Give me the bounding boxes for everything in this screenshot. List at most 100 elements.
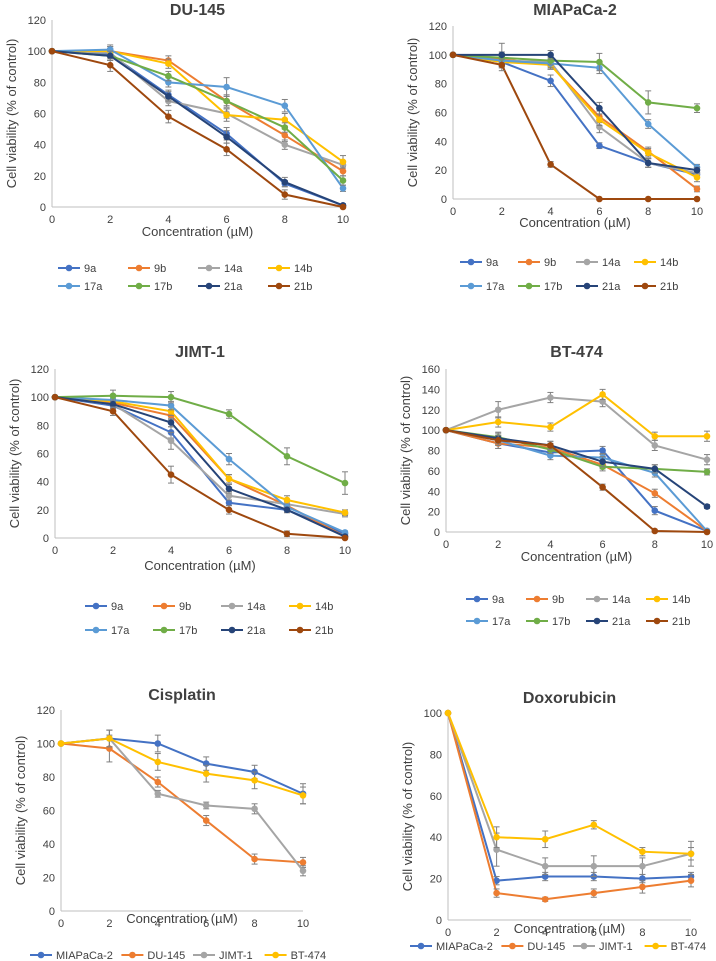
data-point	[449, 51, 457, 59]
data-point	[281, 141, 289, 148]
data-point	[251, 805, 258, 813]
y-tick-label: 20	[435, 165, 447, 177]
x-axis-label: Concentration (µM)	[126, 911, 238, 926]
data-point	[202, 802, 210, 809]
y-tick-label: 100	[424, 708, 442, 720]
x-axis-label: Concentration (µM)	[514, 921, 626, 936]
data-point	[703, 468, 711, 476]
legend-marker	[160, 602, 168, 610]
legend-item-14b: 14b	[646, 594, 690, 606]
legend-label: 21b	[315, 625, 333, 637]
series-9a	[449, 51, 701, 178]
legend: MIAPaCa-2 DU-145 JIMT-1 BT-474	[410, 941, 706, 953]
data-point	[165, 72, 172, 80]
series-9b	[449, 51, 701, 193]
legend-item-DU-145: DU-145	[501, 941, 565, 953]
data-point	[281, 124, 289, 131]
data-point	[494, 406, 502, 414]
data-point	[225, 492, 233, 500]
legend-label: 17b	[544, 281, 562, 293]
legend-marker	[467, 258, 475, 266]
data-point	[498, 51, 506, 59]
data-point	[225, 455, 233, 463]
legend-label: BT-474	[671, 941, 706, 953]
y-tick-label: 80	[43, 772, 55, 784]
legend-label: MIAPaCa-2	[436, 941, 493, 953]
legend-label: JIMT-1	[599, 941, 633, 953]
data-point	[167, 471, 175, 478]
data-point	[693, 174, 701, 181]
legend-label: 21b	[672, 616, 690, 628]
legend-item-17b: 17b	[526, 616, 570, 628]
data-point	[202, 817, 210, 824]
data-point	[299, 867, 307, 875]
x-tick-label: 6	[591, 927, 597, 939]
y-tick-label: 80	[34, 77, 46, 89]
legend-label: 17b	[179, 625, 197, 637]
data-point	[493, 833, 500, 841]
legend-marker	[509, 942, 516, 950]
legend-label: 14b	[294, 263, 312, 275]
legend-item-BT-474: BT-474	[264, 950, 326, 961]
chart-title: MIAPaCa-2	[533, 2, 617, 19]
x-tick-label: 8	[645, 206, 651, 218]
data-point	[57, 740, 65, 747]
data-point	[498, 61, 506, 69]
x-tick-label: 10	[337, 214, 349, 226]
series-DU-145	[57, 734, 307, 868]
series-21b	[48, 47, 347, 211]
data-point	[341, 509, 349, 516]
x-tick-label: 8	[639, 927, 645, 939]
legend-label: 14a	[224, 263, 243, 275]
legend-marker	[583, 282, 591, 290]
legend-item-MIAPaCa-2: MIAPaCa-2	[30, 950, 113, 961]
y-tick-label: 60	[435, 108, 447, 120]
series-line	[54, 396, 346, 534]
legend-item-9b: 9b	[518, 257, 556, 269]
data-point	[223, 111, 230, 119]
series-14a	[48, 47, 347, 169]
x-tick-label: 6	[226, 545, 232, 557]
legend-label: 9a	[84, 263, 97, 275]
data-point	[283, 506, 291, 514]
chart-miapaca: MIAPaCa-2 0 20 40 60 80 100 120 0 2 4 6 8 10 Concentra…	[405, 2, 703, 293]
legend-marker	[92, 626, 100, 634]
x-tick-label: 6	[203, 918, 209, 930]
data-point	[590, 862, 598, 870]
y-tick-label: 120	[429, 21, 447, 33]
legend-label: 17a	[492, 616, 511, 628]
series-line	[445, 396, 708, 461]
series-BT-474	[57, 729, 307, 805]
data-point	[651, 507, 659, 514]
data-point	[703, 503, 711, 510]
y-tick-label: 60	[34, 109, 46, 121]
x-tick-label: 0	[58, 918, 64, 930]
data-point	[283, 453, 291, 460]
legend-item-9a: 9a	[460, 257, 499, 269]
series-21b	[51, 393, 349, 542]
legend-item-14b: 14b	[268, 263, 312, 275]
series-line	[54, 396, 346, 539]
legend-marker	[652, 942, 659, 950]
legend-label: 21a	[247, 625, 266, 637]
data-point	[639, 862, 646, 870]
y-tick-label: 160	[422, 364, 440, 376]
data-point	[651, 465, 659, 473]
legend-label: 21a	[602, 281, 621, 293]
series-BT-474	[444, 709, 695, 861]
data-point	[693, 104, 701, 112]
legend-marker	[205, 282, 213, 290]
data-point	[493, 889, 500, 897]
legend-label: 9a	[486, 257, 499, 269]
data-point	[339, 177, 347, 184]
series-line	[51, 50, 344, 166]
y-tick-label: 100	[422, 425, 440, 437]
legend-label: 14b	[660, 257, 678, 269]
legend-item-21b: 21b	[289, 625, 333, 637]
y-tick-label: 140	[422, 384, 440, 396]
x-tick-label: 0	[443, 539, 449, 551]
legend-item-21a: 21a	[198, 281, 243, 293]
series-line	[452, 53, 698, 176]
series-line	[452, 53, 698, 169]
